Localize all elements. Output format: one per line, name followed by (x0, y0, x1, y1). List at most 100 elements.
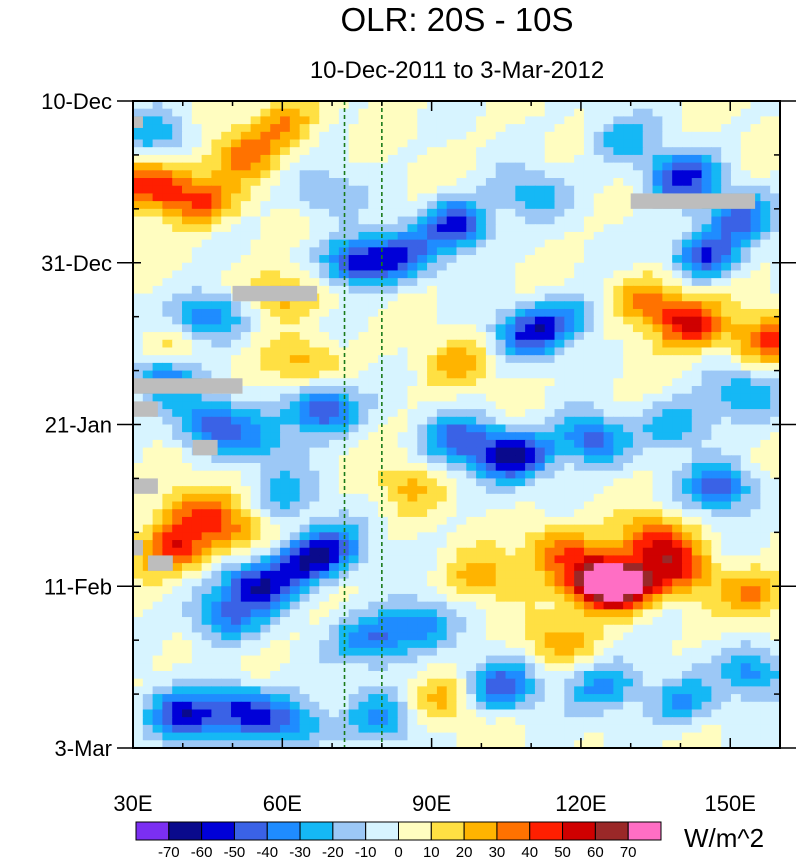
field-cell (515, 193, 526, 202)
field-cell (466, 308, 477, 318)
field-cell (387, 447, 399, 456)
field-cell (711, 593, 722, 603)
field-cell (231, 355, 242, 364)
field-cell (574, 424, 585, 433)
field-cell (554, 255, 565, 264)
field-cell (436, 524, 448, 533)
field-cell (544, 324, 556, 333)
field-cell (740, 308, 752, 318)
field-cell (152, 617, 164, 626)
field-cell (172, 370, 183, 379)
field-cell (368, 647, 379, 657)
field-cell (299, 355, 311, 364)
field-cell (642, 640, 654, 649)
field-cell (368, 432, 379, 441)
field-cell (427, 455, 438, 464)
field-cell (583, 670, 595, 680)
field-cell (319, 193, 330, 202)
field-cell (191, 147, 203, 156)
field-cell (221, 516, 232, 526)
field-cell (329, 278, 340, 287)
field-cell (466, 439, 477, 449)
field-cell (309, 124, 320, 133)
field-cell (466, 147, 477, 156)
field-cell (721, 663, 732, 672)
field-cell (760, 617, 771, 626)
field-cell (583, 432, 595, 441)
field-cell (593, 231, 605, 241)
field-cell (280, 593, 291, 603)
field-cell (270, 208, 281, 218)
field-cell (368, 224, 379, 233)
field-cell (250, 670, 262, 680)
field-cell (466, 586, 477, 595)
field-cell (554, 578, 565, 587)
field-cell (730, 285, 742, 295)
field-cell (250, 347, 262, 356)
field-cell (525, 455, 536, 464)
field-cell (701, 670, 712, 680)
field-cell (534, 385, 546, 395)
field-cell (760, 285, 771, 295)
field-cell (211, 593, 222, 603)
field-cell (750, 555, 761, 564)
field-cell (544, 524, 556, 533)
field-cell (417, 486, 428, 495)
field-cell (378, 378, 389, 387)
field-cell (583, 101, 595, 110)
field-cell (642, 147, 654, 156)
field-cell (280, 532, 291, 541)
field-cell (672, 170, 683, 179)
field-cell (544, 385, 556, 395)
field-cell (681, 385, 693, 395)
field-cell (593, 532, 605, 541)
field-cell (446, 586, 458, 595)
field-cell (152, 270, 164, 279)
field-cell (652, 447, 663, 456)
field-cell (250, 301, 262, 310)
field-cell (270, 632, 281, 641)
field-cell (211, 154, 222, 164)
field-cell (162, 609, 173, 618)
field-cell (338, 262, 350, 272)
field-cell (329, 162, 340, 171)
field-cell (162, 416, 173, 426)
field-cell (613, 416, 624, 426)
field-cell (476, 447, 487, 456)
field-cell (760, 178, 771, 187)
field-cell (358, 655, 369, 664)
field-cell (387, 670, 399, 680)
field-cell (329, 409, 340, 418)
field-cell (485, 178, 497, 187)
field-cell (534, 154, 546, 164)
field-cell (270, 108, 281, 117)
field-cell (681, 301, 693, 310)
field-cell (672, 301, 683, 310)
field-cell (583, 208, 595, 218)
field-cell (240, 439, 252, 449)
field-cell (691, 516, 703, 526)
field-cell (270, 370, 281, 379)
field-cell (338, 193, 350, 202)
field-cell (770, 455, 781, 464)
field-cell (211, 670, 222, 680)
field-cell (319, 278, 330, 287)
field-cell (368, 547, 379, 557)
field-cell (191, 555, 203, 564)
field-cell (466, 593, 477, 603)
field-cell (182, 609, 193, 618)
field-cell (554, 439, 565, 449)
field-cell (182, 478, 193, 487)
field-cell (338, 332, 350, 341)
field-cell (319, 601, 330, 610)
field-cell (133, 131, 144, 141)
field-cell (730, 624, 742, 634)
field-cell (691, 262, 703, 272)
field-cell (397, 139, 409, 148)
field-cell (348, 131, 360, 141)
field-cell (231, 201, 242, 210)
field-cell (574, 308, 585, 318)
field-cell (191, 478, 203, 487)
field-cell (613, 547, 624, 557)
field-cell (231, 332, 242, 341)
